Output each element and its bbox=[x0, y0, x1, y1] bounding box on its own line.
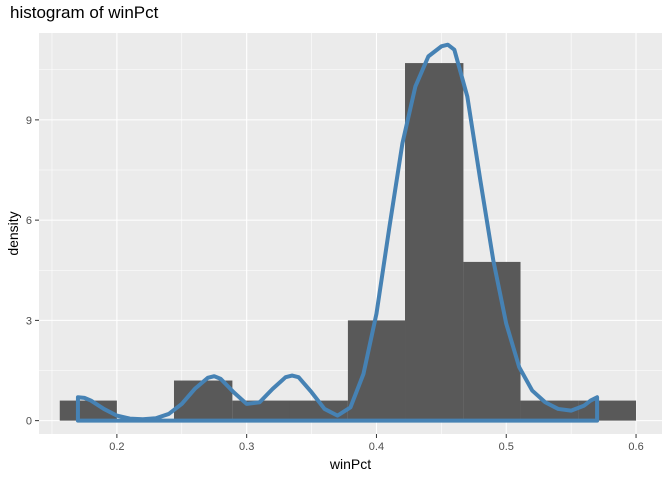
y-axis-title: density bbox=[5, 211, 21, 255]
density-curve-group bbox=[75, 42, 600, 423]
histogram-bar bbox=[520, 400, 579, 421]
x-axis-title: winPct bbox=[329, 456, 371, 472]
y-tick-label: 3 bbox=[26, 315, 32, 327]
density-curve bbox=[75, 42, 600, 423]
axes: 0.2 0.3 0.4 0.5 0.6 0 3 6 9 bbox=[26, 115, 644, 453]
x-tick-label: 0.5 bbox=[499, 441, 514, 453]
x-tick-label: 0.3 bbox=[239, 441, 254, 453]
histogram-bar bbox=[59, 400, 117, 421]
histogram-bar bbox=[578, 400, 637, 421]
histogram-bar bbox=[347, 320, 406, 421]
histogram-bar bbox=[405, 63, 464, 421]
y-tick-label: 0 bbox=[26, 416, 32, 428]
y-tick-label: 6 bbox=[26, 215, 32, 227]
x-tick-label: 0.2 bbox=[109, 441, 124, 453]
chart-title: histogram of winPct bbox=[10, 3, 159, 22]
y-tick-label: 9 bbox=[26, 115, 32, 127]
x-tick-label: 0.6 bbox=[628, 441, 643, 453]
x-tick-label: 0.4 bbox=[369, 441, 384, 453]
